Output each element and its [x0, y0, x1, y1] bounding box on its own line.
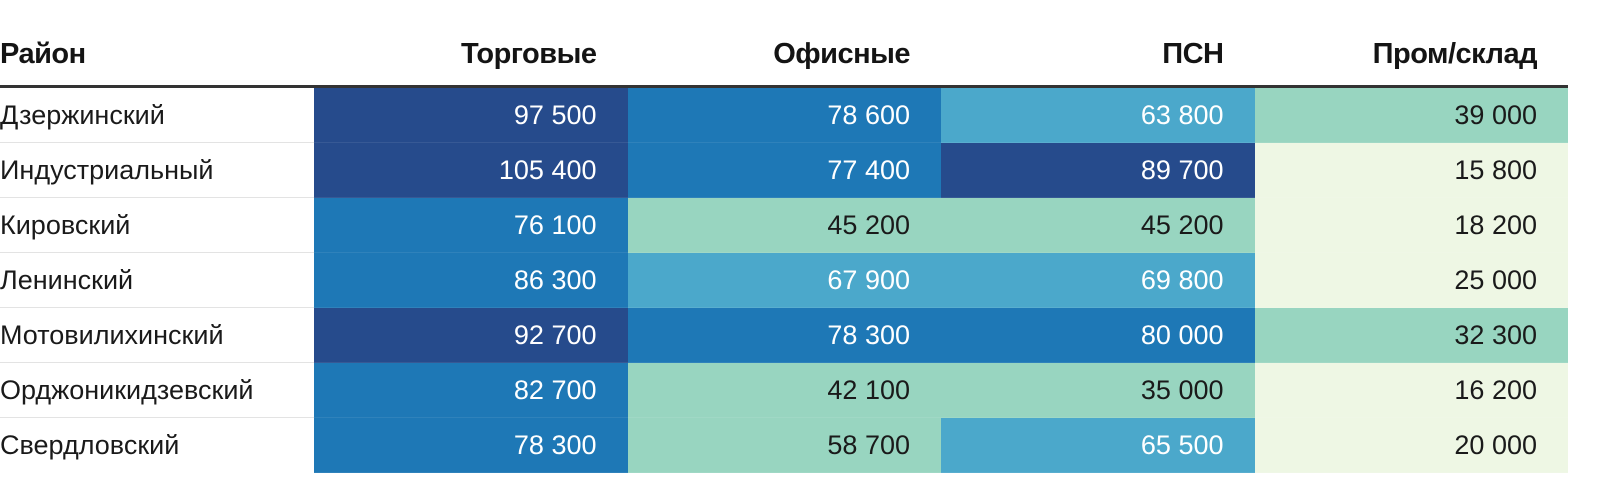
heat-cell-office: 78 600	[627, 86, 941, 143]
table-row: Орджоникидзевский 82 700 42 100 35 000 16 20…	[0, 362, 1568, 418]
table-row: Дзержинский 97 500 78 600 63 800 39 000	[0, 86, 1568, 143]
heat-cell-industrial: 15 800	[1254, 142, 1568, 198]
district-name: Мотовилихинский	[0, 307, 314, 363]
heat-cell-industrial: 32 300	[1254, 307, 1568, 363]
district-name: Кировский	[0, 197, 314, 253]
heat-cell-retail: 82 700	[314, 362, 628, 418]
table-body: Дзержинский 97 500 78 600 63 800 39 000 Индус…	[0, 86, 1568, 473]
column-header-psn: ПСН	[941, 24, 1255, 88]
heat-cell-industrial: 16 200	[1254, 362, 1568, 418]
district-name: Ленинский	[0, 252, 314, 308]
heat-cell-industrial: 39 000	[1254, 86, 1568, 143]
column-header-industrial: Пром/склад	[1254, 24, 1568, 88]
heat-cell-office: 42 100	[627, 362, 941, 418]
heat-cell-retail: 78 300	[314, 417, 628, 473]
column-header-retail: Торговые	[314, 24, 628, 88]
heat-cell-industrial: 18 200	[1254, 197, 1568, 253]
heat-cell-retail: 92 700	[314, 307, 628, 363]
heat-cell-retail: 86 300	[314, 252, 628, 308]
heat-cell-psn: 80 000	[941, 307, 1255, 363]
heat-cell-retail: 105 400	[314, 142, 628, 198]
district-name: Орджоникидзевский	[0, 362, 314, 418]
heat-cell-psn: 69 800	[941, 252, 1255, 308]
column-header-district: Район	[0, 24, 314, 88]
table-row: Кировский 76 100 45 200 45 200 18 200	[0, 197, 1568, 253]
header-row: Район Торговые Офисные ПСН Пром/склад	[0, 24, 1568, 88]
heat-cell-psn: 63 800	[941, 86, 1255, 143]
heat-cell-retail: 76 100	[314, 197, 628, 253]
heat-cell-industrial: 25 000	[1254, 252, 1568, 308]
table-row: Свердловский 78 300 58 700 65 500 20 000	[0, 417, 1568, 473]
district-name: Свердловский	[0, 417, 314, 473]
heat-cell-office: 58 700	[627, 417, 941, 473]
table-row: Ленинский 86 300 67 900 69 800 25 000	[0, 252, 1568, 308]
heat-cell-office: 77 400	[627, 142, 941, 198]
heatmap-table: Район Торговые Офисные ПСН Пром/склад Дз…	[0, 24, 1568, 473]
table-row: Мотовилихинский 92 700 78 300 80 000 32 300	[0, 307, 1568, 363]
heat-cell-psn: 45 200	[941, 197, 1255, 253]
heat-cell-office: 67 900	[627, 252, 941, 308]
heat-cell-office: 78 300	[627, 307, 941, 363]
heat-cell-psn: 35 000	[941, 362, 1255, 418]
heat-cell-retail: 97 500	[314, 86, 628, 143]
table-row: Индустриальный 105 400 77 400 89 700 15 800	[0, 142, 1568, 198]
heat-cell-office: 45 200	[627, 197, 941, 253]
heat-cell-industrial: 20 000	[1254, 417, 1568, 473]
heat-cell-psn: 89 700	[941, 142, 1255, 198]
heat-cell-psn: 65 500	[941, 417, 1255, 473]
district-name: Дзержинский	[0, 86, 314, 143]
column-header-office: Офисные	[627, 24, 941, 88]
district-name: Индустриальный	[0, 142, 314, 198]
